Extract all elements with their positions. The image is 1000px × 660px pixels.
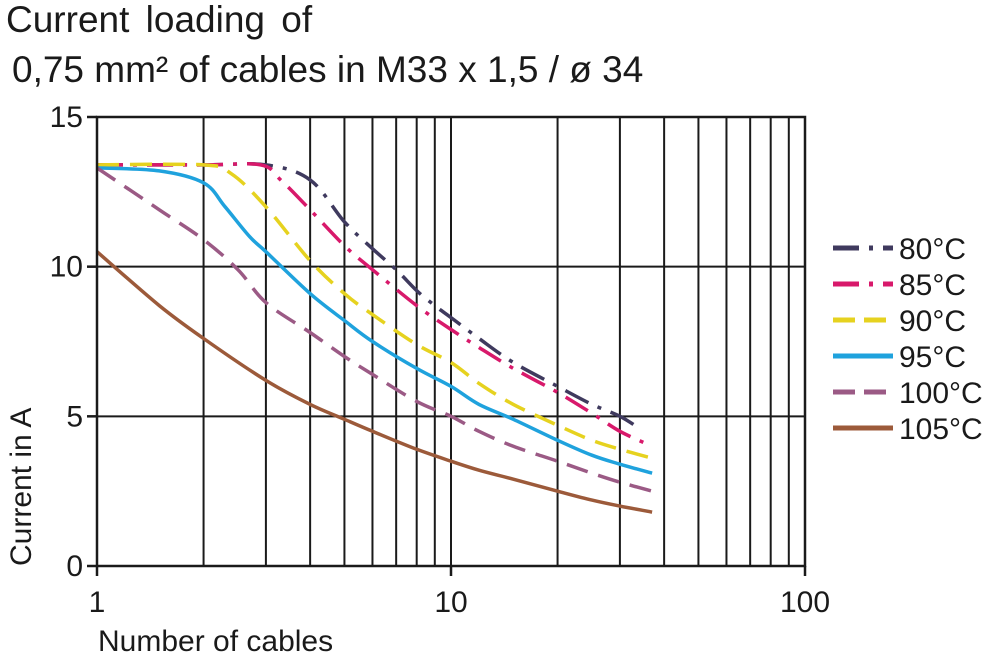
x-tick-label: 100 [780, 586, 830, 619]
series-line-85c [96, 162, 653, 448]
x-tick-label: 10 [434, 586, 467, 619]
x-axis-label: Number of cables [98, 625, 333, 658]
series-line-80c [96, 162, 641, 430]
x-tick-label: 1 [89, 586, 106, 619]
legend-label: 105°C [899, 413, 983, 446]
legend-label: 100°C [899, 377, 983, 410]
y-tick-label: 5 [66, 400, 83, 433]
chart-title: Current loading of [6, 0, 313, 40]
legend-label: 80°C [899, 233, 966, 266]
series-line-105c [95, 250, 653, 514]
y-tick-label: 15 [50, 101, 83, 134]
series-line-100c [96, 166, 653, 493]
series-layer [95, 162, 653, 514]
chart-subtitle: 0,75 mm² of cables in M33 x 1,5 / ø 34 [12, 49, 644, 90]
y-tick-label: 10 [50, 251, 83, 284]
axis-ticks: 0 5 10 15 1 10 100 [50, 101, 830, 619]
y-tick-label: 0 [66, 550, 83, 583]
series-line-95c [96, 166, 653, 475]
y-axis-label: Current in A [5, 408, 38, 566]
series-line-90c [96, 162, 653, 460]
legend-label: 95°C [899, 341, 966, 374]
legend-label: 85°C [899, 269, 966, 302]
legend-label: 90°C [899, 305, 966, 338]
